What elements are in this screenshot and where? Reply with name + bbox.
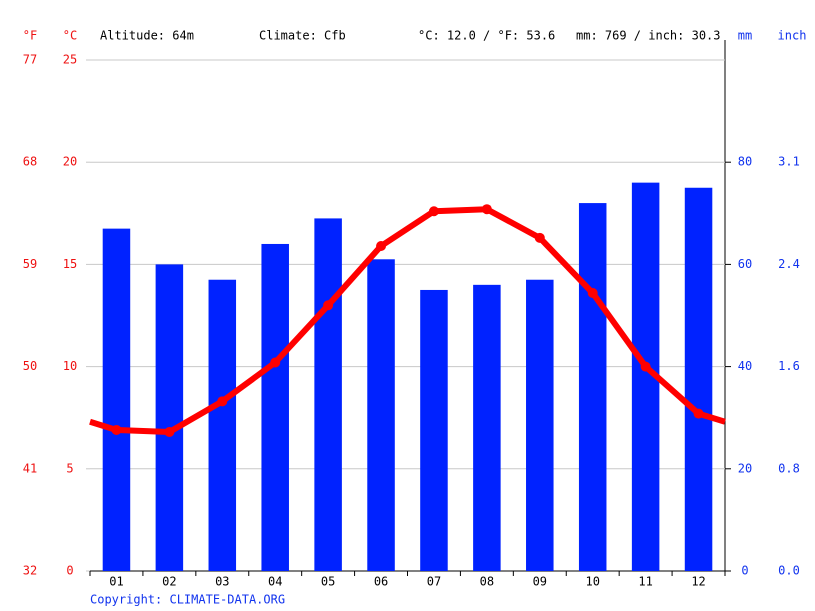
- point: [217, 396, 228, 407]
- x-tick-label: 04: [268, 575, 282, 589]
- y-tick-label: 10: [63, 359, 77, 373]
- x-tick-label: 06: [374, 575, 388, 589]
- y-tick-label: 20: [63, 155, 77, 169]
- x-tick-label: 07: [427, 575, 441, 589]
- y-f-tick-label: 59: [23, 257, 37, 271]
- copyright: Copyright: CLIMATE-DATA.ORG: [90, 593, 285, 607]
- precip-total: mm: 769 / inch: 30.3: [576, 29, 721, 43]
- y-f-tick-label: 77: [23, 53, 37, 67]
- y2-inch-tick-label: 0.0: [778, 564, 800, 578]
- y2-tick-label: 0: [741, 564, 748, 578]
- f-unit: °F: [23, 29, 37, 43]
- y2-tick-label: 40: [738, 359, 752, 373]
- x-tick-label: 12: [691, 575, 705, 589]
- point: [481, 204, 492, 215]
- x-tick-label: 09: [533, 575, 547, 589]
- y2-tick-label: 80: [738, 155, 752, 169]
- y2-inch-tick-label: 1.6: [778, 359, 800, 373]
- bar: [473, 284, 501, 571]
- x-tick-label: 01: [109, 575, 123, 589]
- line: [116, 206, 701, 436]
- x-tick-label: 08: [480, 575, 494, 589]
- y2-tick-label: 60: [738, 257, 752, 271]
- point: [640, 361, 651, 372]
- altitude: Altitude: 64m: [100, 29, 194, 43]
- bar: [684, 187, 713, 571]
- point: [323, 300, 334, 311]
- y-f-tick-label: 50: [23, 359, 37, 373]
- temp-avg: °C: 12.0 / °F: 53.6: [418, 29, 555, 43]
- bar: [155, 264, 184, 571]
- point: [111, 424, 122, 435]
- x-tick-label: 05: [321, 575, 335, 589]
- point: [376, 241, 387, 252]
- y-f-tick-label: 68: [23, 155, 37, 169]
- y-tick-label: 25: [63, 53, 77, 67]
- y-tick-label: 0: [66, 564, 73, 578]
- y-tick-label: 5: [66, 461, 73, 475]
- bar: [261, 243, 289, 571]
- point: [693, 408, 704, 419]
- y2-inch-tick-label: 3.1: [778, 155, 800, 169]
- bar: [208, 279, 237, 571]
- bar: [367, 259, 395, 571]
- y-f-tick-label: 32: [23, 564, 37, 578]
- bar: [578, 203, 607, 571]
- x-tick-label: 03: [215, 575, 229, 589]
- y2-inch-tick-label: 0.8: [778, 461, 800, 475]
- c-unit: °C: [63, 29, 77, 43]
- point: [587, 288, 598, 299]
- bar: [102, 228, 131, 571]
- climate: Climate: Cfb: [259, 29, 346, 43]
- y2-inch-tick-label: 2.4: [778, 257, 800, 271]
- bar: [420, 289, 448, 571]
- y-tick-label: 15: [63, 257, 77, 271]
- inch-unit: inch: [778, 29, 807, 43]
- mm-unit: mm: [738, 29, 752, 43]
- point: [534, 232, 545, 243]
- point: [428, 206, 439, 217]
- y-f-tick-label: 41: [23, 461, 37, 475]
- x-tick-label: 02: [162, 575, 176, 589]
- point: [270, 357, 281, 368]
- bar: [314, 218, 342, 571]
- point: [164, 427, 175, 438]
- bar: [526, 279, 554, 571]
- x-tick-label: 10: [585, 575, 599, 589]
- y2-tick-label: 20: [738, 461, 752, 475]
- x-tick-label: 11: [638, 575, 652, 589]
